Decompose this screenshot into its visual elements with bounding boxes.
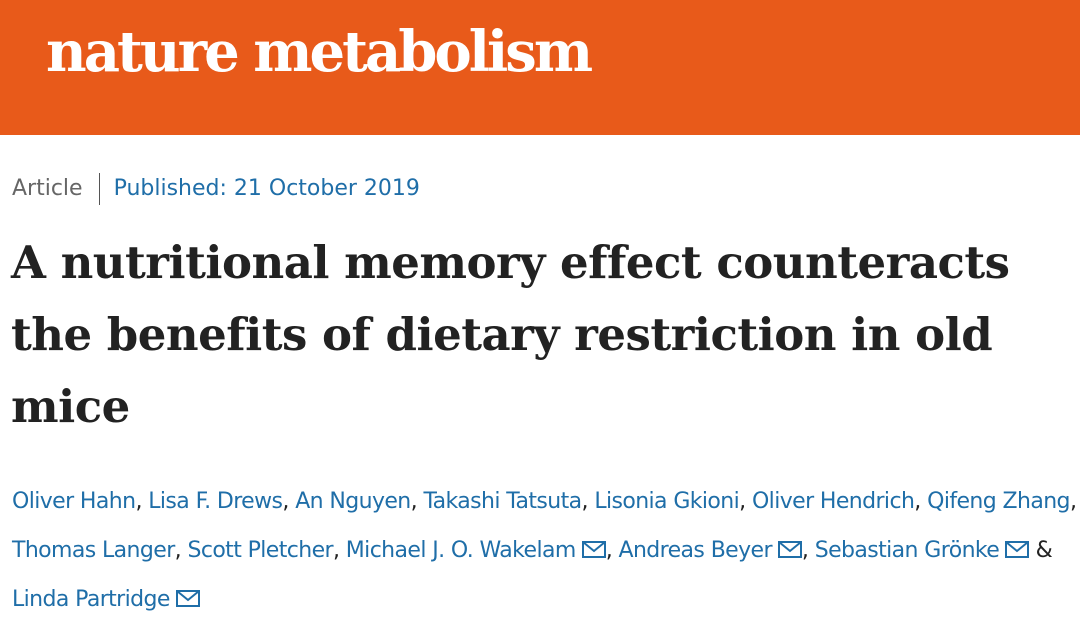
- author-link[interactable]: Takashi Tatsuta: [423, 489, 582, 514]
- article-type: Article: [12, 176, 83, 201]
- author-link[interactable]: Lisonia Gkioni: [594, 489, 740, 514]
- author-link[interactable]: Linda Partridge: [12, 587, 170, 612]
- mail-icon[interactable]: [175, 590, 200, 607]
- mail-icon[interactable]: [777, 541, 802, 558]
- author-link[interactable]: Qifeng Zhang: [927, 489, 1070, 514]
- author-link[interactable]: Sebastian Grönke: [814, 538, 1000, 563]
- author-ampersand: &: [1035, 538, 1053, 563]
- meta-divider: [98, 173, 100, 205]
- article-title: A nutritional memory effect counteracts …: [11, 236, 1010, 433]
- author-link[interactable]: Thomas Langer: [12, 538, 175, 563]
- article-meta: Article Published: 21 October 2019: [12, 173, 420, 205]
- author-link[interactable]: Lisa F. Drews: [148, 489, 283, 514]
- author-list: Oliver Hahn, Lisa F. Drews, An Nguyen, T…: [12, 489, 1077, 612]
- journal-logo[interactable]: nature metabolism: [46, 19, 593, 85]
- author-link[interactable]: An Nguyen: [295, 489, 411, 514]
- article-header: Article Published: 21 October 2019 A nut…: [0, 135, 1080, 621]
- author-link[interactable]: Andreas Beyer: [618, 538, 773, 563]
- mail-icon[interactable]: [1005, 541, 1030, 558]
- mail-icon[interactable]: [581, 541, 606, 558]
- author-link[interactable]: Michael J. O. Wakelam: [345, 538, 576, 563]
- author-link[interactable]: Oliver Hendrich: [751, 489, 915, 514]
- author-link[interactable]: Oliver Hahn: [12, 489, 136, 514]
- journal-header: nature metabolism: [0, 0, 1080, 135]
- author-link[interactable]: Scott Pletcher: [187, 538, 333, 563]
- published-date: Published: 21 October 2019: [113, 176, 420, 201]
